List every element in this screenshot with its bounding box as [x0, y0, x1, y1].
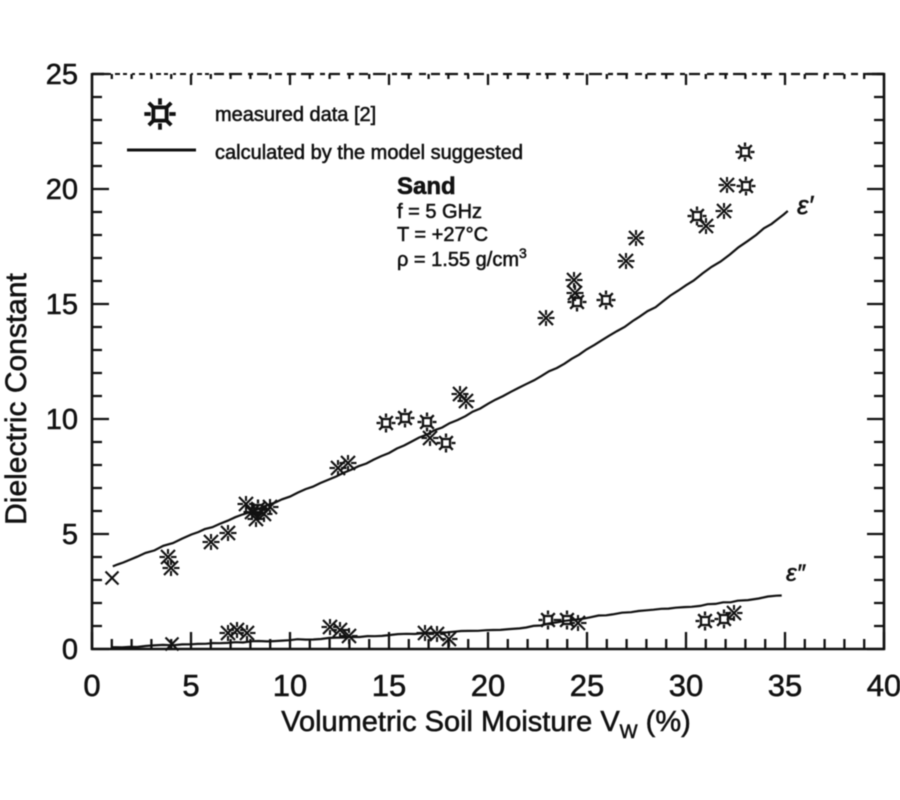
svg-text:calculated by the model sugges: calculated by the model suggested [215, 142, 523, 164]
svg-text:Sand: Sand [397, 173, 456, 200]
svg-text:25: 25 [46, 59, 78, 91]
svg-text:10: 10 [273, 668, 307, 703]
svg-text:f = 5 GHz: f = 5 GHz [397, 201, 482, 223]
svg-text:40: 40 [867, 668, 900, 703]
svg-text:15: 15 [46, 289, 78, 321]
svg-text:25: 25 [570, 668, 604, 703]
svg-text:5: 5 [62, 519, 78, 551]
svg-text:20: 20 [471, 668, 505, 703]
svg-text:5: 5 [182, 668, 199, 703]
svg-text:35: 35 [768, 668, 802, 703]
svg-text:0: 0 [62, 634, 78, 666]
svg-text:15: 15 [372, 668, 406, 703]
svg-text:0: 0 [83, 668, 100, 703]
svg-text:ε′: ε′ [797, 190, 814, 220]
svg-text:ρ = 1.55 g/cm3: ρ = 1.55 g/cm3 [397, 245, 527, 271]
svg-text:T = +27°C: T = +27°C [397, 224, 488, 246]
svg-text:20: 20 [46, 174, 78, 206]
svg-text:Dielectric Constant: Dielectric Constant [0, 272, 33, 524]
svg-text:ε″: ε″ [786, 560, 807, 587]
svg-text:measured data [2]: measured data [2] [215, 104, 376, 126]
svg-text:10: 10 [46, 404, 78, 436]
svg-text:30: 30 [669, 668, 703, 703]
